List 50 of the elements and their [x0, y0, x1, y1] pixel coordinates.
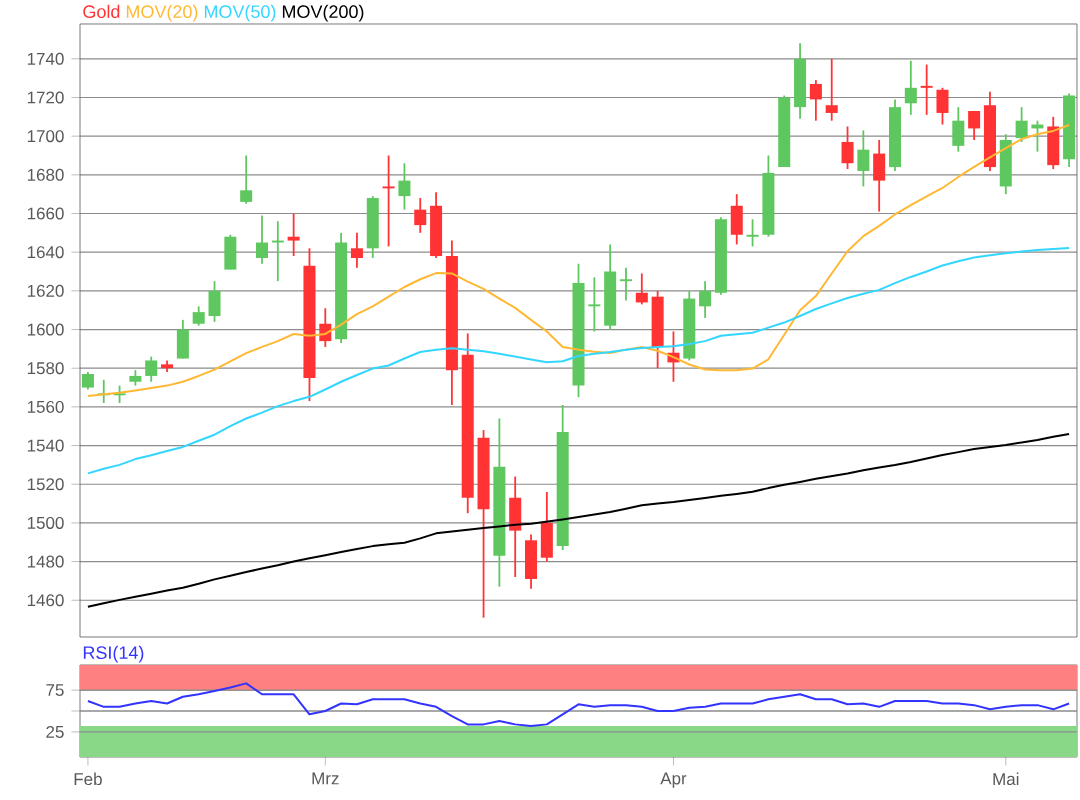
y-tick-label: 1700 — [27, 130, 64, 143]
candlestick — [968, 110, 981, 141]
y-tick-label: 1500 — [27, 516, 64, 529]
candlestick — [398, 162, 411, 211]
y-tick-label: 1680 — [27, 168, 64, 181]
candlestick — [255, 214, 269, 265]
text: MOV(20) — [126, 4, 198, 22]
candlestick — [904, 59, 917, 116]
y-tick-label: 1520 — [27, 478, 64, 491]
candlestick — [271, 220, 284, 283]
candlestick — [145, 355, 158, 383]
candlestick — [635, 272, 648, 306]
text: RSI(14) — [83, 645, 144, 663]
candlestick — [746, 218, 759, 248]
candlestick — [382, 154, 395, 248]
y-tick-label: 1560 — [27, 400, 64, 413]
candlestick — [1015, 106, 1028, 143]
candlestick — [936, 86, 949, 126]
candlestick — [809, 79, 822, 122]
candlestick — [240, 154, 253, 205]
candlestick — [588, 276, 601, 333]
y-tick-label: 1660 — [27, 207, 64, 220]
candlestick — [857, 129, 870, 188]
text: MOV(200) — [282, 4, 364, 22]
y-tick-label: 25 — [46, 725, 64, 738]
text: MOV(50) — [204, 4, 276, 22]
candlestick — [825, 57, 838, 122]
candlestick — [287, 212, 300, 257]
y-tick-label: 1460 — [27, 594, 64, 607]
x-tick-label: Apr — [660, 772, 687, 788]
y-tick-label: 1540 — [27, 439, 64, 452]
text: Gold — [83, 4, 120, 19]
candlestick — [414, 197, 427, 234]
y-tick-label: 1580 — [27, 362, 64, 375]
y-tick-label: 1720 — [27, 91, 64, 104]
y-tick-label: 1600 — [27, 323, 64, 336]
y-tick-label: 75 — [46, 684, 64, 697]
x-tick-label: Mai — [993, 772, 1019, 786]
candlestick — [841, 125, 854, 170]
candlestick — [350, 231, 363, 269]
candlestick — [920, 63, 933, 116]
y-tick-label: 1740 — [27, 52, 64, 65]
y-tick-label: 1480 — [27, 555, 64, 568]
candlestick — [699, 280, 712, 319]
y-tick-label: 1620 — [27, 284, 64, 297]
y-tick-label: 1640 — [27, 246, 64, 259]
candlestick — [619, 266, 632, 302]
x-tick-label: Feb — [74, 772, 102, 786]
x-tick-label: Mrz — [312, 772, 339, 785]
candlestick — [192, 305, 205, 327]
